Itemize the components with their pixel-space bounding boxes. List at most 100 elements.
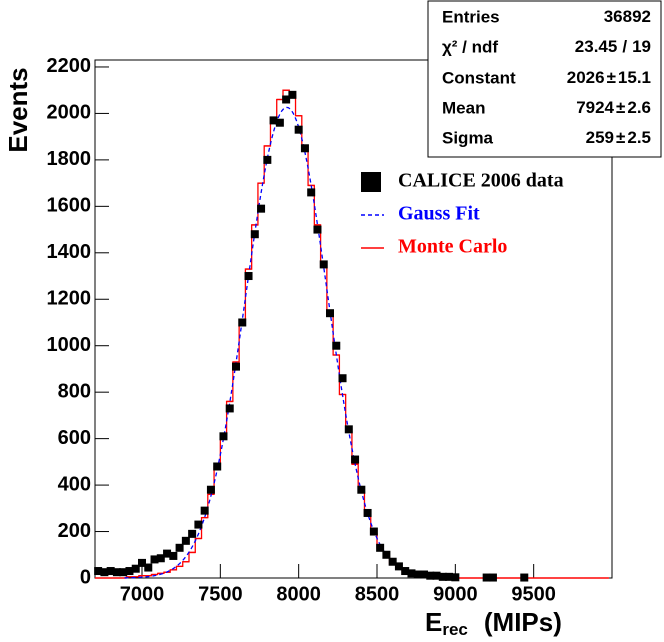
data-marker — [432, 571, 441, 580]
data-marker — [357, 485, 366, 494]
data-marker — [244, 272, 253, 281]
data-marker — [376, 543, 385, 552]
plot-frame — [94, 59, 613, 579]
y-axis-title: Events — [3, 67, 33, 152]
data-marker — [438, 572, 447, 581]
stats-box — [427, 0, 662, 158]
stat-value: 259 ±2.5 — [586, 128, 651, 147]
data-marker — [225, 404, 234, 413]
data-marker — [451, 573, 460, 582]
data-marker — [413, 570, 422, 579]
x-axis-title-sub: rec — [442, 620, 468, 639]
y-tick-label: 0 — [80, 566, 91, 588]
y-tick-label: 1200 — [47, 288, 92, 310]
data-marker — [520, 573, 529, 582]
stat-error: 15.1 — [618, 68, 651, 87]
x-tick-label: 9000 — [433, 583, 478, 605]
data-marker — [300, 144, 309, 153]
stat-ndf: 19 — [632, 37, 651, 56]
data-marker — [206, 485, 215, 494]
data-marker — [269, 116, 278, 125]
stat-label: χ² / ndf — [442, 37, 498, 56]
data-marker — [112, 568, 121, 577]
x-tick-label: 8500 — [355, 583, 400, 605]
data-marker — [119, 568, 128, 577]
data-marker — [138, 558, 146, 567]
data-marker — [257, 204, 266, 213]
x-tick-label: 9500 — [511, 583, 556, 605]
data-marker — [188, 529, 197, 538]
stat-label: Entries — [442, 7, 500, 26]
data-marker — [338, 374, 347, 383]
stat-number: 23.45 — [575, 37, 618, 56]
data-marker — [407, 569, 416, 578]
legend-label: Gauss Fit — [398, 203, 480, 225]
stat-label: Constant — [442, 68, 516, 87]
data-marker — [426, 571, 435, 580]
data-marker — [106, 567, 115, 576]
data-marker — [194, 520, 203, 529]
data-marker — [200, 506, 209, 515]
data-marker — [131, 564, 140, 573]
stat-label: Mean — [442, 98, 485, 117]
stat-value: 23.45/ 19 — [575, 37, 651, 56]
data-marker — [313, 225, 322, 234]
stat-label: Sigma — [442, 128, 494, 147]
x-axis-title-unit: (MIPs) — [484, 607, 562, 637]
data-marker — [125, 567, 134, 576]
data-marker — [181, 536, 190, 545]
x-tick-label: 8000 — [276, 583, 321, 605]
y-tick-label: 2000 — [47, 102, 92, 124]
stat-error: 2.6 — [627, 98, 651, 117]
data-marker — [144, 563, 153, 572]
data-marker — [307, 188, 316, 197]
data-marker — [232, 362, 240, 371]
data-marker — [382, 550, 391, 559]
data-marker — [326, 309, 334, 318]
data-marker — [175, 543, 184, 552]
x-axis-title-main: E — [425, 607, 442, 637]
y-tick-label: 800 — [58, 380, 91, 402]
stat-value: 7924 ±2.6 — [576, 98, 651, 117]
data-marker — [282, 95, 291, 104]
stat-value: 2026 ±15.1 — [567, 68, 651, 87]
data-marker — [100, 568, 109, 577]
data-marker — [420, 570, 428, 579]
data-marker — [319, 260, 328, 269]
x-tick-label: 7500 — [198, 583, 243, 605]
legend-label: CALICE 2006 data — [398, 170, 564, 192]
x-tick-label: 7000 — [120, 583, 165, 605]
data-marker — [263, 155, 272, 164]
y-tick-label: 1400 — [47, 241, 92, 263]
data-marker — [401, 567, 410, 576]
legend-marker — [361, 172, 381, 192]
data-marker — [363, 508, 372, 517]
data-marker — [94, 567, 103, 576]
stat-number: 36892 — [604, 7, 651, 26]
data-marker — [169, 551, 178, 560]
y-tick-label: 1800 — [47, 148, 92, 170]
data-marker — [250, 230, 259, 239]
data-marker — [238, 318, 247, 327]
stat-separator: ± — [607, 68, 616, 87]
legend-label: Monte Carlo — [398, 236, 507, 258]
data-marker — [388, 557, 397, 566]
data-marker — [213, 462, 222, 471]
data-marker — [351, 455, 360, 464]
data-marker — [344, 425, 353, 434]
data-marker — [156, 554, 165, 563]
y-tick-label: 1600 — [47, 195, 92, 217]
data-marker — [332, 341, 341, 350]
data-marker — [163, 549, 172, 558]
data-marker — [369, 527, 378, 536]
data-marker — [294, 125, 303, 134]
data-marker — [445, 572, 454, 581]
y-tick-label: 600 — [58, 427, 91, 449]
y-tick-label: 200 — [58, 520, 91, 542]
y-tick-label: 400 — [58, 473, 91, 495]
stat-number: 259 — [586, 128, 614, 147]
data-marker — [488, 573, 497, 582]
y-tick-label: 1000 — [47, 334, 92, 356]
x-axis-title: Erec (MIPs) — [425, 607, 562, 640]
